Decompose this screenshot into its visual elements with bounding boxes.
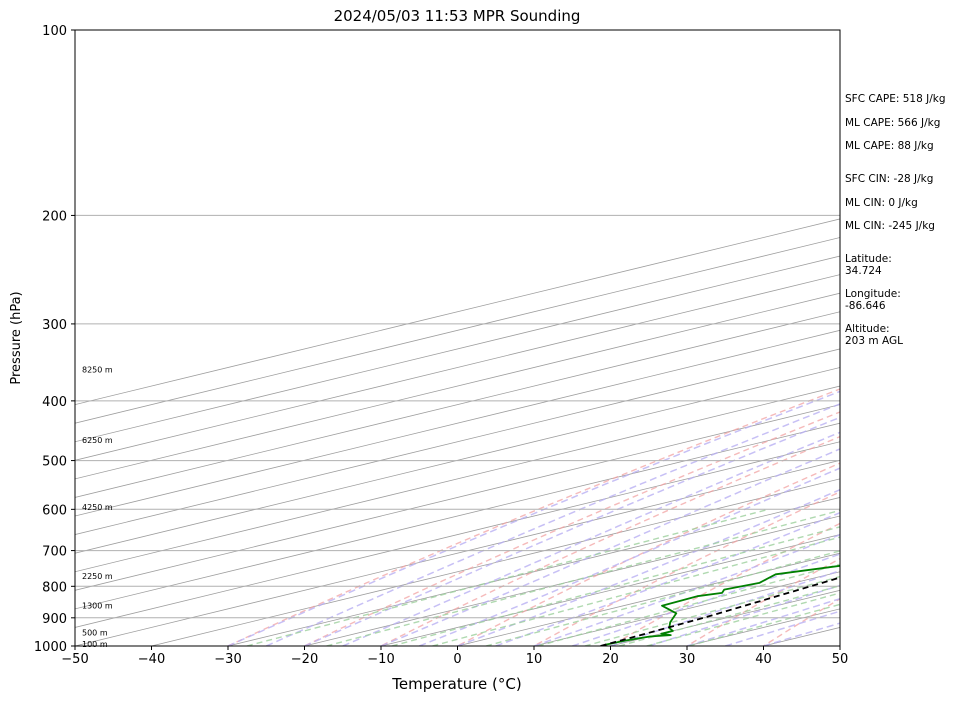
isotherm-line	[0, 30, 961, 646]
annotation-text: Longitude:	[845, 288, 901, 300]
x-tick-label: 30	[679, 652, 696, 667]
isotherm-line	[0, 30, 961, 646]
y-tick-label: 1000	[34, 640, 67, 655]
height-label: 100 m	[82, 640, 108, 649]
isotherm-line	[0, 30, 961, 646]
height-labels: 8250 m 6250 m 4250 m 2250 m 1300 m 500 m 100 m	[82, 366, 113, 649]
isobar-grid	[75, 30, 840, 646]
isotherm-line	[0, 30, 961, 646]
x-tick-label: 40	[755, 652, 772, 667]
isotherm-line	[0, 30, 961, 646]
x-tick-label: 10	[526, 652, 543, 667]
annotation-text: ML CIN: -245 J/kg	[845, 220, 935, 232]
height-label: 2250 m	[82, 572, 113, 581]
annotation-text: Latitude:	[845, 253, 892, 265]
height-label: 500 m	[82, 628, 108, 637]
mixing-ratio-line	[538, 509, 961, 646]
chart-title: 2024/05/03 11:53 MPR Sounding	[334, 7, 581, 25]
isotherm-line	[0, 30, 961, 646]
isotherm-line	[0, 30, 961, 646]
dewpoint-profile-line	[605, 337, 961, 645]
height-label: 1300 m	[82, 602, 113, 611]
x-tick-label: −20	[291, 652, 318, 667]
y-tick-label: 100	[42, 24, 67, 39]
annotation-text: Altitude:	[845, 323, 890, 335]
x-tick-label: −10	[367, 652, 394, 667]
annotation-text: 203 m AGL	[845, 335, 903, 347]
height-label: 4250 m	[82, 503, 113, 512]
x-tick-label: 20	[602, 652, 619, 667]
y-tick-label: 800	[42, 580, 67, 595]
x-tick-label: −40	[138, 652, 165, 667]
annotation-text: SFC CIN: -28 J/kg	[845, 173, 933, 185]
annotation-text: -86.646	[845, 300, 886, 312]
isotherm-line	[0, 30, 961, 646]
mixing-ratio-line	[392, 509, 906, 646]
x-axis-label: Temperature (°C)	[391, 675, 521, 693]
annotation-text: ML CAPE: 566 J/kg	[845, 117, 940, 129]
y-tick-label: 300	[42, 318, 67, 333]
isotherm-line	[0, 30, 961, 646]
x-tick-label: −30	[214, 652, 241, 667]
y-tick-label: 500	[42, 455, 67, 470]
annotation-text: SFC CAPE: 518 J/kg	[845, 93, 946, 105]
height-label: 6250 m	[82, 436, 113, 445]
plot-frame	[75, 30, 840, 646]
mixing-ratio-line	[689, 509, 961, 646]
y-tick-label: 200	[42, 209, 67, 224]
annotation-text: ML CAPE: 88 J/kg	[845, 140, 934, 152]
x-tick-label: 0	[453, 652, 461, 667]
y-tick-label: 900	[42, 612, 67, 627]
y-tick-label: 600	[42, 503, 67, 518]
height-label: 8250 m	[82, 366, 113, 375]
y-ticks: 100 200 300 400 500 600 700 800 900 1000	[34, 24, 75, 655]
annotations: SFC CAPE: 518 J/kg ML CAPE: 566 J/kg ML CA…	[845, 93, 946, 347]
isotherm-line	[0, 30, 961, 646]
x-tick-label: 50	[832, 652, 849, 667]
isotherm-line	[0, 30, 961, 646]
isotherm-line	[0, 30, 961, 646]
y-tick-label: 700	[42, 545, 67, 560]
y-axis-label: Pressure (hPa)	[9, 291, 24, 384]
isotherm-line	[0, 30, 961, 646]
annotation-text: ML CIN: 0 J/kg	[845, 197, 918, 209]
y-tick-label: 400	[42, 395, 67, 410]
background-lines	[0, 30, 961, 659]
annotation-text: 34.724	[845, 265, 882, 277]
